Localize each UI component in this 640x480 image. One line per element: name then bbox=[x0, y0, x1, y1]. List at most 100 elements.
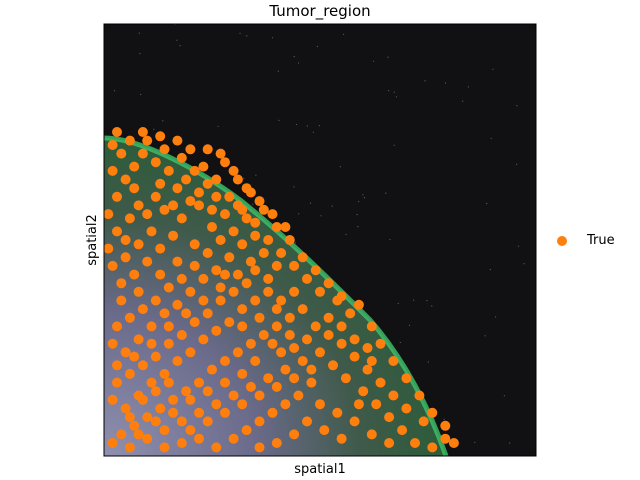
scatter-point bbox=[124, 368, 135, 379]
background-speck bbox=[393, 91, 395, 93]
scatter-point bbox=[397, 425, 408, 436]
scatter-point bbox=[250, 295, 261, 306]
scatter-point bbox=[440, 433, 451, 444]
background-speck bbox=[443, 418, 445, 420]
scatter-point bbox=[159, 442, 170, 453]
scatter-point bbox=[271, 222, 282, 232]
scatter-point bbox=[107, 165, 118, 176]
scatter-point bbox=[146, 321, 157, 332]
scatter-point bbox=[237, 239, 248, 250]
scatter-point bbox=[172, 356, 183, 366]
background-speck bbox=[278, 119, 280, 121]
background-speck bbox=[277, 70, 279, 72]
scatter-point bbox=[107, 438, 118, 448]
scatter-point bbox=[319, 425, 330, 436]
background-speck bbox=[312, 131, 314, 133]
scatter-point bbox=[302, 416, 312, 427]
scatter-point bbox=[124, 135, 135, 146]
scatter-point bbox=[362, 343, 373, 353]
scatter-point bbox=[159, 144, 170, 155]
scatter-point bbox=[271, 260, 282, 271]
scatter-point bbox=[155, 403, 166, 414]
scatter-point bbox=[228, 286, 239, 297]
scatter-point bbox=[220, 209, 230, 220]
background-speck bbox=[316, 45, 318, 48]
y-axis-label: spatial2 bbox=[85, 214, 100, 266]
scatter-point bbox=[271, 304, 282, 315]
background-speck bbox=[318, 125, 320, 127]
background-speck bbox=[239, 32, 241, 34]
scatter-point bbox=[302, 334, 312, 345]
scatter-point bbox=[163, 338, 174, 349]
scatter-point bbox=[133, 286, 144, 297]
scatter-point bbox=[271, 321, 282, 332]
scatter-point bbox=[202, 144, 213, 155]
scatter-point bbox=[427, 407, 438, 418]
scatter-point bbox=[112, 321, 122, 332]
background-speck bbox=[484, 335, 486, 337]
scatter-point bbox=[159, 204, 170, 215]
background-speck bbox=[431, 305, 433, 307]
background-speck bbox=[246, 35, 248, 37]
scatter-point bbox=[410, 438, 420, 448]
scatter-point bbox=[129, 269, 140, 280]
scatter-point bbox=[349, 351, 360, 362]
scatter-point bbox=[258, 330, 269, 340]
scatter-point bbox=[388, 356, 399, 366]
scatter-point bbox=[297, 356, 308, 366]
background-speck bbox=[427, 361, 429, 363]
scatter-point bbox=[289, 260, 300, 271]
background-speck bbox=[516, 105, 518, 107]
background-speck bbox=[217, 125, 219, 127]
scatter-point bbox=[185, 144, 196, 155]
tissue-region bbox=[104, 138, 446, 456]
background-speck bbox=[467, 86, 469, 88]
scatter-point bbox=[202, 386, 213, 397]
scatter-point bbox=[107, 394, 118, 405]
scatter-point bbox=[241, 425, 252, 436]
background-speck bbox=[139, 52, 141, 55]
scatter-point bbox=[241, 278, 252, 289]
background-speck bbox=[490, 137, 492, 139]
scatter-point bbox=[202, 308, 213, 319]
scatter-point bbox=[107, 140, 118, 150]
background-speck bbox=[363, 197, 366, 199]
scatter-point bbox=[215, 282, 226, 293]
scatter-point bbox=[211, 399, 222, 410]
scatter-point bbox=[198, 295, 209, 306]
background-speck bbox=[489, 269, 491, 271]
background-speck bbox=[298, 62, 300, 64]
scatter-point bbox=[328, 360, 338, 371]
scatter-point bbox=[194, 433, 204, 444]
scatter-point bbox=[310, 265, 321, 276]
scatter-point bbox=[150, 386, 161, 397]
background-speck bbox=[176, 39, 178, 41]
scatter-point bbox=[336, 338, 347, 349]
scatter-point bbox=[133, 334, 144, 345]
scatter-point bbox=[388, 390, 399, 401]
scatter-point bbox=[224, 191, 235, 202]
scatter-point bbox=[366, 321, 377, 332]
scatter-point bbox=[448, 438, 459, 448]
background-speck bbox=[408, 324, 411, 326]
scatter-point bbox=[289, 286, 300, 297]
scatter-point bbox=[124, 213, 135, 224]
scatter-point bbox=[194, 200, 204, 211]
scatter-point bbox=[276, 295, 287, 306]
scatter-point bbox=[220, 407, 230, 418]
scatter-point bbox=[284, 312, 295, 323]
scatter-point bbox=[215, 235, 226, 245]
background-speck bbox=[138, 32, 140, 34]
scatter-point bbox=[366, 429, 377, 440]
scatter-point bbox=[220, 157, 230, 168]
scatter-point bbox=[207, 222, 217, 232]
scatter-point bbox=[155, 131, 166, 142]
scatter-point bbox=[168, 407, 179, 418]
scatter-point bbox=[120, 174, 131, 185]
scatter-point bbox=[232, 174, 243, 185]
scatter-point bbox=[146, 377, 157, 388]
scatter-point bbox=[271, 438, 282, 448]
scatter-point bbox=[124, 312, 135, 323]
scatter-point bbox=[112, 360, 122, 371]
background-speck bbox=[331, 205, 333, 207]
